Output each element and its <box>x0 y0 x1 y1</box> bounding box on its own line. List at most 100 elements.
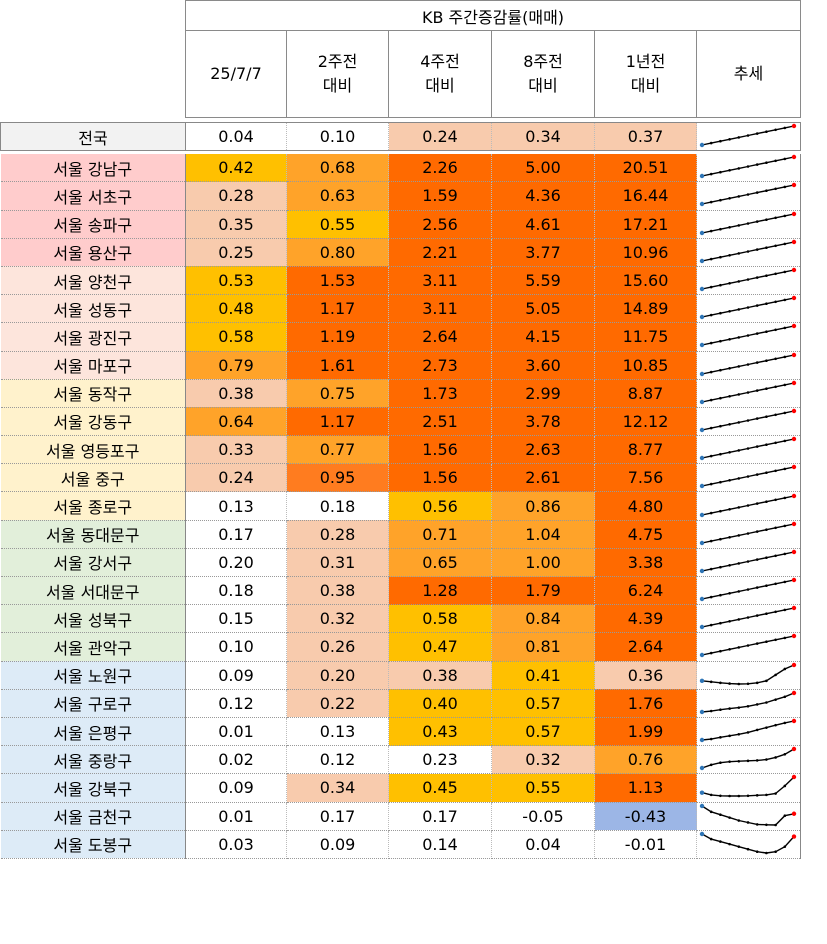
sparkline-point <box>774 300 777 304</box>
trend-cell <box>696 520 801 549</box>
value-cell: 1.04 <box>491 520 595 549</box>
region-name: 서울 도봉구 <box>0 830 186 859</box>
value-cell: 10.85 <box>594 351 697 380</box>
sparkline-point <box>737 533 741 537</box>
table-row: 서울 관악구 0.10 0.26 0.47 0.81 2.64 <box>0 632 801 662</box>
sparkline-point <box>709 595 713 599</box>
sparkline-point <box>737 449 741 452</box>
value-cell: 5.00 <box>491 153 595 183</box>
sparkline-point <box>774 698 777 701</box>
sparkline-point <box>719 424 722 428</box>
table-row: 서울 서대문구 0.18 0.38 1.28 1.79 6.24 <box>0 576 801 606</box>
sparkline-point <box>783 214 787 217</box>
table-row: 서울 송파구 0.35 0.55 2.56 4.61 17.21 <box>0 210 801 239</box>
sparkline-point <box>783 524 787 527</box>
value-cell: 0.02 <box>185 745 287 775</box>
region-name: 서울 성북구 <box>0 604 186 634</box>
col-header-8w: 8주전 대비 <box>491 30 595 118</box>
table-row: 서울 중구 0.24 0.95 1.56 2.61 7.56 <box>0 463 801 493</box>
sparkline-point <box>719 283 722 287</box>
sparkline-point <box>737 682 741 685</box>
trend-sparkline <box>699 747 797 771</box>
value-cell: 8.77 <box>594 435 697 465</box>
col-header-line2: 대비 <box>322 76 353 95</box>
sparkline-end-point <box>791 634 797 639</box>
region-name: 서울 관악구 <box>0 632 186 662</box>
sparkline-point <box>746 704 750 708</box>
table-row: 서울 강북구 0.09 0.34 0.45 0.55 1.13 <box>0 773 801 803</box>
trend-sparkline <box>699 352 797 376</box>
trend-cell <box>696 661 801 690</box>
trend-cell <box>696 689 801 718</box>
sparkline-point <box>783 813 787 817</box>
sparkline-point <box>774 187 777 191</box>
value-cell: 11.75 <box>594 322 697 352</box>
sparkline-point <box>746 419 750 422</box>
trend-sparkline <box>699 211 797 235</box>
value-cell: 0.55 <box>286 210 389 239</box>
table-row: 서울 은평구 0.01 0.13 0.43 0.57 1.99 <box>0 717 801 747</box>
sparkline-point <box>765 793 768 797</box>
sparkline-line <box>701 776 795 798</box>
sparkline-point <box>709 172 713 176</box>
value-cell: 0.48 <box>185 294 287 324</box>
value-cell: 0.17 <box>286 802 389 831</box>
sparkline-point <box>765 556 768 559</box>
sparkline-point <box>774 498 777 501</box>
col-header-4w: 4주전 대비 <box>388 30 492 118</box>
sparkline-point <box>709 285 713 289</box>
sparkline-point <box>746 475 750 479</box>
sparkline-end-point <box>791 380 797 385</box>
value-cell: 1.19 <box>286 322 389 352</box>
trend-sparkline <box>699 577 797 602</box>
sparkline-point <box>755 360 759 364</box>
value-cell: 0.22 <box>286 689 389 718</box>
sparkline-point <box>728 507 731 511</box>
sparkline-point <box>765 640 768 644</box>
value-cell: 4.15 <box>491 322 595 352</box>
value-cell: 3.11 <box>388 266 492 296</box>
region-name: 서울 은평구 <box>0 717 186 747</box>
sparkline-point <box>728 282 731 285</box>
sparkline-start-point <box>699 568 705 574</box>
sparkline-point <box>737 590 741 593</box>
value-cell: 0.37 <box>594 121 697 152</box>
sparkline-point <box>746 390 750 394</box>
value-cell: 0.86 <box>491 491 595 521</box>
value-cell: 0.18 <box>286 491 389 521</box>
region-name: 서울 금천구 <box>0 802 186 831</box>
sparkline-point <box>755 276 759 279</box>
trend-cell <box>696 294 801 324</box>
sparkline-end-point <box>791 154 797 160</box>
value-cell: 0.24 <box>388 121 492 152</box>
sparkline-point <box>765 387 768 390</box>
sparkline-point <box>746 193 750 197</box>
region-name: 서울 동대문구 <box>0 520 186 549</box>
col-header-1y: 1년전 대비 <box>594 30 697 118</box>
trend-cell <box>696 830 801 859</box>
value-cell: 0.14 <box>388 830 492 859</box>
sparkline-start-point <box>699 202 705 207</box>
sparkline-start-point <box>699 678 705 683</box>
sparkline-point <box>774 385 777 388</box>
col-header-trend: 추세 <box>696 30 801 118</box>
trend-cell <box>696 379 801 408</box>
sparkline-end-point <box>791 267 797 273</box>
sparkline-point <box>709 652 713 655</box>
value-cell: 2.51 <box>388 407 492 437</box>
sparkline-point <box>737 477 741 481</box>
value-cell: 0.84 <box>491 604 595 634</box>
value-cell: 5.59 <box>491 266 595 296</box>
sparkline-point <box>755 822 759 826</box>
sparkline-point <box>746 503 750 507</box>
table-row: 서울 노원구 0.09 0.20 0.38 0.41 0.36 <box>0 661 801 690</box>
sparkline-point <box>728 592 731 595</box>
trend-cell <box>696 717 801 747</box>
sparkline-point <box>728 842 731 846</box>
value-cell: 0.77 <box>286 435 389 465</box>
sparkline-point <box>719 622 722 625</box>
sparkline-point <box>737 336 741 340</box>
value-cell: 3.11 <box>388 294 492 324</box>
sparkline-start-point <box>699 399 705 404</box>
value-cell: 0.57 <box>491 717 595 747</box>
